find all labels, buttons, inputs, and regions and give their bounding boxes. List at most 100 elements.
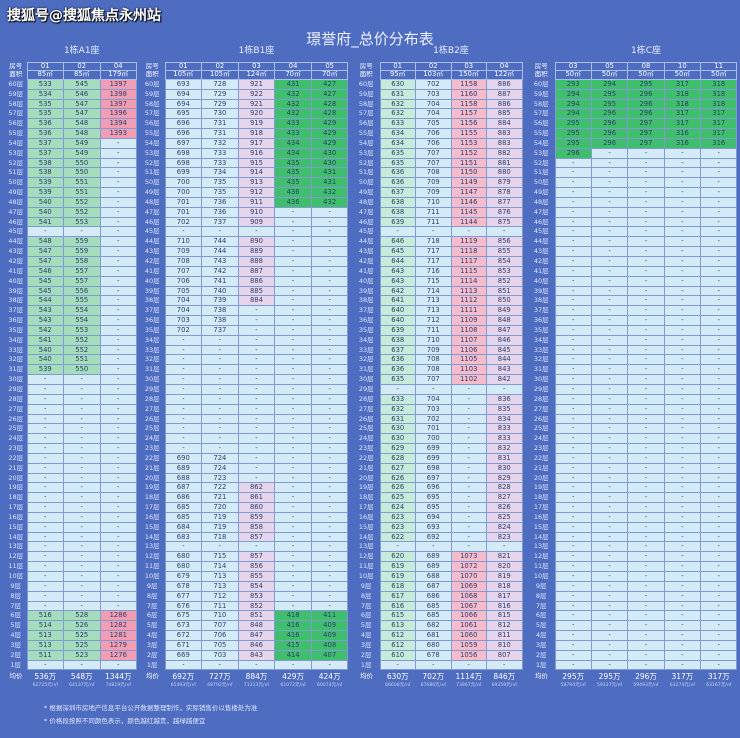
price-cell: 541 <box>26 216 64 228</box>
floor-row: 12层 680 715 857- - <box>140 551 349 563</box>
price-cell: - <box>274 541 312 553</box>
price-cell: 812 <box>486 620 523 632</box>
price-cell: 887 <box>486 88 523 100</box>
price-cell: 429 <box>310 118 349 130</box>
price-cell: - <box>663 147 702 159</box>
floor-label: 43层 <box>528 246 555 257</box>
floor-label: 22层 <box>353 453 380 464</box>
average-unit-price: 62725元/㎡ <box>32 683 58 689</box>
price-cell: - <box>554 226 592 238</box>
price-cell: - <box>554 196 592 208</box>
floor-label: 34层 <box>528 335 555 346</box>
floor-label: 43层 <box>140 246 165 257</box>
price-cell: - <box>450 462 487 474</box>
price-table: 房号 01 02 03 04 05 面积 105㎡ 105㎡ 124㎡ 70㎡ 70㎡ 60层 693 72… <box>140 61 349 695</box>
price-cell: - <box>590 167 629 179</box>
price-cell: 708 <box>164 256 203 267</box>
price-cell: - <box>274 443 312 454</box>
area-header: 50㎡ <box>590 70 629 80</box>
price-cell: - <box>554 354 592 366</box>
price-cell: 912 <box>237 187 276 198</box>
price-cell: - <box>554 403 592 415</box>
floor-label: 48层 <box>5 197 27 208</box>
price-cell: - <box>450 423 487 435</box>
price-cell: - <box>663 393 702 405</box>
price-cell: - <box>554 324 592 336</box>
floor-label: 9层 <box>140 581 165 592</box>
price-cell: 418 <box>274 610 312 622</box>
average-cell: 317万 63274元/㎡ <box>664 669 701 695</box>
floor-row: 23层 629 699-832 <box>353 443 523 454</box>
floor-label: 54层 <box>5 138 27 149</box>
price-cell: - <box>554 383 592 395</box>
floor-label: 36层 <box>140 315 165 326</box>
price-cell: - <box>663 413 702 425</box>
price-cell: - <box>274 531 312 543</box>
price-cell: 612 <box>379 639 416 651</box>
price-cell: - <box>627 275 665 287</box>
price-cell: - <box>590 492 629 504</box>
price-cell: 721 <box>201 492 239 504</box>
price-cell: 1115 <box>450 265 487 277</box>
price-cell: - <box>99 364 137 376</box>
price-cell: 706 <box>164 275 203 287</box>
average-cell: 424万 60074元/㎡ <box>311 669 348 695</box>
floor-label: 58层 <box>528 99 555 109</box>
floor-label: 8层 <box>5 591 27 602</box>
price-cell: 882 <box>486 147 523 159</box>
floor-row: 37层 704 738- - - <box>140 305 349 317</box>
price-cell: - <box>99 236 137 248</box>
price-cell: 919 <box>237 118 276 130</box>
price-cell: - <box>450 413 487 425</box>
floor-label: 60层 <box>353 79 380 90</box>
price-cell: - <box>554 265 592 277</box>
price-cell: - <box>663 403 702 415</box>
floor-label: 13层 <box>140 541 165 552</box>
price-cell: 711 <box>415 324 452 336</box>
price-cell: 631 <box>379 413 416 425</box>
price-cell: - <box>310 571 349 582</box>
price-cell: 619 <box>379 571 416 582</box>
price-cell: - <box>237 305 276 317</box>
price-cell: 1108 <box>450 324 487 336</box>
floor-label: 45层 <box>528 226 555 237</box>
floor-label: 23层 <box>528 443 555 454</box>
price-cell: 704 <box>164 295 203 307</box>
price-cell: - <box>554 561 592 572</box>
price-cell: 1069 <box>450 580 487 592</box>
price-table: 房号 01 02 03 04 面积 95㎡ 103㎡ 150㎡ 122㎡ 60层 630 702 1158… <box>353 61 523 695</box>
price-cell: - <box>627 383 665 395</box>
price-cell: - <box>627 630 665 641</box>
price-cell: 696 <box>415 482 452 494</box>
price-cell: 430 <box>310 157 349 169</box>
floor-row: 41层 707 742 887- - <box>140 265 349 277</box>
price-cell: 295 <box>554 118 592 130</box>
price-cell: 885 <box>486 108 523 120</box>
floor-row: 40层 - - - - - <box>528 275 738 287</box>
price-cell: - <box>663 167 702 179</box>
price-cell: - <box>201 334 239 346</box>
floor-label: 26层 <box>353 414 380 424</box>
area-header: 85㎡ <box>26 70 64 80</box>
floor-label: 1层 <box>353 660 380 670</box>
price-cell: - <box>310 344 349 356</box>
floor-label: 24层 <box>353 433 380 444</box>
floor-label: 44层 <box>5 236 27 247</box>
price-cell: 1112 <box>450 295 487 307</box>
price-cell: - <box>590 443 629 454</box>
floor-row: 36层 703 738- - - <box>140 315 349 326</box>
price-cell: - <box>26 374 64 385</box>
floor-label: 19层 <box>5 482 27 493</box>
price-cell: - <box>590 462 629 474</box>
price-cell: 705 <box>415 118 452 130</box>
floor-label: 45层 <box>140 226 165 237</box>
price-cell: 637 <box>379 187 416 198</box>
price-cell: - <box>700 206 738 218</box>
floor-row: 26层 631 702-834 <box>353 413 523 425</box>
price-cell: - <box>99 344 137 356</box>
price-cell: - <box>627 196 665 208</box>
price-cell: - <box>627 521 665 533</box>
price-cell: 435 <box>274 177 312 189</box>
floor-row: 41层 - - - - - <box>528 265 738 277</box>
floor-row: 43层 547 559- <box>5 246 137 257</box>
